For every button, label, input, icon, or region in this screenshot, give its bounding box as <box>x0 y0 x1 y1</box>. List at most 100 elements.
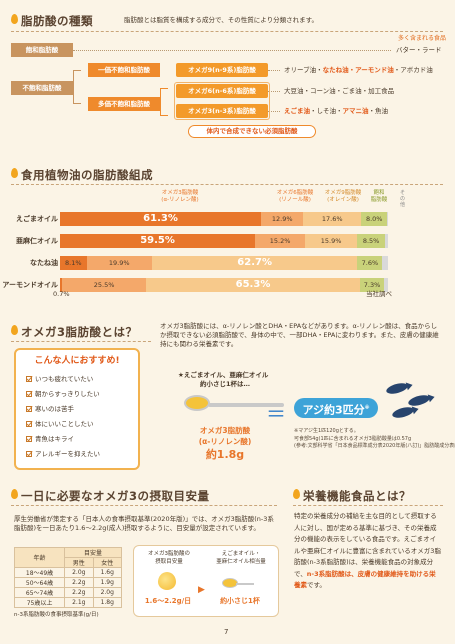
table-row: 18〜49歳 2.0g 1.6g <box>13 567 123 578</box>
chart-footnote: 0.7% <box>53 290 70 298</box>
spoon-text: ★えごまオイル、亜麻仁オイル 約小さじ1杯は… <box>178 371 269 388</box>
section-title: 食用植物油の脂肪酸組成 <box>21 168 153 182</box>
omega3-tag: オメガ3(n-3系)脂肪酸 <box>176 104 268 118</box>
header-omega6: オメガ6脂肪酸 (リノール酸) <box>276 190 314 203</box>
arrow-icon: ▶ <box>198 585 205 595</box>
essential-badge: 体内で合成できない必須脂肪酸 <box>188 125 316 138</box>
check-item: 青魚はキライ <box>26 434 74 445</box>
unsaturated-tag: 不飽和脂肪酸 <box>11 81 73 95</box>
section-title: 脂肪酸の種類 <box>21 14 93 28</box>
bar-segment: 59.5% <box>60 234 256 248</box>
aji-label: アジ約3匹分※ <box>294 398 378 418</box>
bar-category-label: 亜麻仁オイル <box>16 237 58 245</box>
bar-row: 59.5% 15.2% 15.9% 8.5% <box>60 234 388 248</box>
spoon-image <box>178 393 288 417</box>
drop-icon <box>11 168 18 178</box>
section-body: 厚生労働省が策定する「日本人の食事摂取基準(2020年版)」では、オメガ3脂肪酸… <box>14 515 274 532</box>
table-row: 75歳以上 2.1g 1.8g <box>13 597 123 608</box>
bar-segment: 7.3% <box>360 278 385 292</box>
check-label: いつも疲れていたい <box>35 375 94 383</box>
bar-segment: 7.6% <box>357 256 383 270</box>
fish-icon <box>407 393 431 408</box>
checkbox-icon <box>26 451 32 457</box>
connector-line <box>268 91 280 92</box>
bar-segment: 62.7% <box>151 256 358 270</box>
recommend-title: こんな人におすすめ! <box>34 356 120 366</box>
bar-segment: 15.2% <box>255 234 305 248</box>
divider <box>11 31 443 32</box>
equals-sign: ＝ <box>266 402 286 426</box>
bar-segment: 19.9% <box>86 256 152 270</box>
check-label: 寒いのは苦手 <box>35 405 74 413</box>
bar-segment: 65.3% <box>145 278 361 292</box>
intake-table: 年齢 目安量 男性 女性 18〜49歳 2.0g 1.6g 50〜64歳 2.2g 1.… <box>13 547 123 608</box>
chart-source: 当社調べ <box>366 290 392 298</box>
fish-icon <box>385 381 409 396</box>
checkbox-icon <box>26 376 32 382</box>
intake-value: 1.6〜2.2g/日 <box>144 597 192 605</box>
chart-headers: オメガ3脂肪酸 (α-リノレン酸) オメガ6脂肪酸 (リノール酸) オメガ9脂肪酸(… <box>0 190 455 212</box>
mono-tag: 一価不飽和脂肪酸 <box>88 63 160 77</box>
tree-line <box>73 70 81 104</box>
check-item: 寒いのは苦手 <box>26 404 74 415</box>
spoon-handle <box>236 583 254 585</box>
bar-segment <box>384 278 388 292</box>
checkbox-icon <box>26 391 32 397</box>
table-note: n-3系脂肪酸の食事摂取基準(g/日) <box>14 612 99 618</box>
intake-right: えごまオイル・ 亜麻仁オイル相当量 <box>216 551 266 565</box>
header-omega9: オメガ9脂肪酸 (オレイン酸) <box>324 190 362 203</box>
bar-category-label: なたね油 <box>30 259 58 267</box>
table-header: 女性 <box>92 557 123 568</box>
connector-line <box>268 111 280 112</box>
bar-row: 25.5% 65.3% 7.3% <box>60 278 388 292</box>
bar-segment <box>387 212 388 226</box>
section-title: 栄養機能食品とは？ <box>303 489 411 503</box>
divider <box>11 184 443 185</box>
drop-icon <box>11 325 18 335</box>
bar-segment: 17.6% <box>303 212 362 226</box>
intake-bubble <box>133 545 279 617</box>
connector-line <box>73 50 391 51</box>
bar-category-label: えごまオイル <box>16 215 58 223</box>
omega-amount-box: オメガ3脂肪酸 (α-リノレン酸) 約1.8g <box>198 426 252 461</box>
check-item: 体にいいことしたい <box>26 419 94 430</box>
spoon-graphic <box>222 578 254 590</box>
bar-row: 61.3% 12.9% 17.6% 8.0% <box>60 212 388 226</box>
drop-icon <box>11 14 18 24</box>
bar-segment: 61.3% <box>60 212 262 226</box>
header-saturated: 飽和 脂肪酸 <box>370 190 388 203</box>
header-other: その他 <box>400 190 406 208</box>
divider <box>293 505 443 506</box>
divider <box>11 505 277 506</box>
bar-segment <box>60 278 63 292</box>
section-body: オメガ3脂肪酸には、α-リノレン酸とDHA・EPAなどがあります。α-リノレン酸… <box>160 322 439 348</box>
check-label: アレルギーを抑えたい <box>35 450 100 458</box>
bar-segment: 15.9% <box>305 234 358 248</box>
checkbox-icon <box>26 421 32 427</box>
table-row: 65〜74歳 2.2g 2.0g <box>13 587 123 598</box>
bar-segment: 12.9% <box>261 212 304 226</box>
omega9-food: オリーブ油・なたね油・アーモンド油・アボカド油 <box>284 66 433 74</box>
omega6-tag: オメガ6(n-6系)脂肪酸 <box>176 84 268 98</box>
essential-bracket <box>174 82 270 120</box>
table-row: 50〜64歳 2.2g 1.9g <box>13 577 123 588</box>
checkbox-icon <box>26 436 32 442</box>
poly-tag: 多価不飽和脂肪酸 <box>88 97 160 111</box>
table-header: 男性 <box>64 557 94 568</box>
tree-line <box>160 88 168 116</box>
spoon-value: 約小さじ1杯 <box>220 597 260 605</box>
omega9-tag: オメガ9(n-9系)脂肪酸 <box>176 63 268 77</box>
intake-left: オメガ3脂肪酸の 摂取目安量 <box>148 551 190 565</box>
bar-segment <box>382 256 388 270</box>
drop-graphic <box>158 572 176 590</box>
saturated-tag: 飽和脂肪酸 <box>11 43 73 57</box>
table-header: 目安量 <box>64 547 122 558</box>
check-label: 朝からすっきりしたい <box>35 390 100 398</box>
spoon-handle <box>208 403 284 407</box>
legend-food: 多く含まれる食品 <box>398 35 447 42</box>
header-omega3: オメガ3脂肪酸 (α-リノレン酸) <box>161 190 199 203</box>
table-header: 年齢 <box>13 547 66 568</box>
omega6-food: 大豆油・コーン油・ごま油・加工食品 <box>284 87 395 95</box>
bar-segment: 8.1% <box>60 256 87 270</box>
divider <box>11 341 151 342</box>
